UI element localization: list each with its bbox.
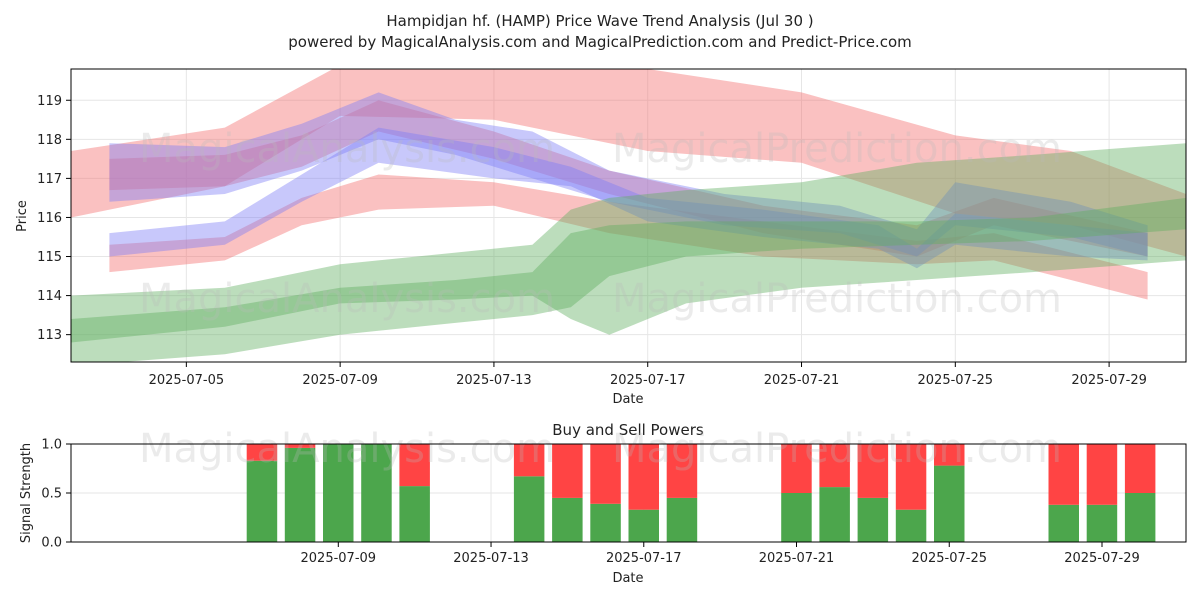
price-ytick-label: 119	[37, 94, 62, 109]
price-wave-bands	[71, 69, 1186, 362]
watermark-analysis-mid: MagicalAnalysis.com	[139, 276, 555, 322]
signal-xtick-label: 2025-07-21	[759, 551, 835, 566]
sell-bar	[1086, 444, 1118, 505]
sell-bar	[284, 444, 316, 448]
price-xtick-label: 2025-07-29	[1071, 373, 1147, 388]
sell-bar	[399, 444, 430, 487]
signal-xtick-label: 2025-07-29	[1064, 551, 1140, 566]
signal-xtick-label: 2025-07-09	[301, 551, 377, 566]
buy-bar	[590, 503, 621, 542]
price-x-axis-label: Date	[612, 392, 643, 407]
sell-bar	[857, 444, 889, 498]
buy-bar	[361, 444, 392, 542]
price-watermarks: MagicalAnalysis.com MagicalPrediction.co…	[139, 126, 1062, 322]
price-ytick-label: 118	[37, 133, 62, 148]
sell-bar	[590, 444, 621, 504]
signal-axis-ticks: 0.0 0.5 1.0 2025-07-09 2025-07-13 2025-07-17 2…	[41, 438, 1139, 567]
wave-band-red-wave-main	[71, 69, 1186, 257]
price-xtick-label: 2025-07-21	[764, 373, 840, 388]
wave-band-blue-wave-main	[109, 127, 1148, 269]
sell-bar	[513, 444, 545, 477]
price-ytick-label: 116	[37, 211, 62, 226]
signal-bars	[246, 444, 1156, 542]
buy-bar	[895, 509, 927, 542]
sell-bar	[246, 444, 278, 461]
price-ytick-label: 113	[37, 328, 62, 343]
sell-bar	[1124, 444, 1156, 493]
signal-xtick-label: 2025-07-17	[606, 551, 682, 566]
sell-bar	[895, 444, 927, 510]
buy-bar	[552, 497, 583, 542]
signal-xtick-label: 2025-07-25	[911, 551, 987, 566]
watermark-analysis-bottom: MagicalAnalysis.com	[139, 426, 555, 472]
buy-bar	[1124, 493, 1156, 542]
buy-bar	[399, 486, 430, 542]
signal-ytick-label: 1.0	[41, 438, 62, 453]
sell-bar	[1048, 444, 1079, 505]
sell-bar	[934, 444, 965, 466]
buy-bar	[628, 509, 659, 542]
watermark-prediction-mid: MagicalPrediction.com	[612, 276, 1062, 322]
price-xtick-label: 2025-07-17	[610, 373, 686, 388]
signal-chart-title: Buy and Sell Powers	[552, 421, 704, 439]
watermark-prediction-top: MagicalPrediction.com	[612, 126, 1062, 172]
buy-bar	[513, 476, 545, 542]
signal-xtick-label: 2025-07-13	[453, 551, 529, 566]
price-axis-ticks: 113 114 115 116 117 118 119 2025-07-05 2025-07-0…	[37, 94, 1147, 388]
buy-bar	[1086, 504, 1118, 542]
buy-bar	[857, 497, 889, 542]
chart-subtitle: powered by MagicalAnalysis.com and Magic…	[288, 33, 912, 51]
buy-bar	[666, 497, 698, 542]
buy-bar	[781, 493, 812, 542]
sell-bar	[781, 444, 812, 493]
wave-band-pink-wave	[109, 174, 1148, 300]
price-y-axis-label: Price	[15, 200, 30, 232]
buy-bar	[323, 444, 354, 542]
price-plot-frame	[70, 68, 1187, 363]
watermark-prediction-bottom: MagicalPrediction.com	[612, 426, 1062, 472]
price-xtick-label: 2025-07-05	[149, 373, 225, 388]
signal-y-axis-label: Signal Strength	[19, 443, 34, 543]
price-chart-panel: MagicalAnalysis.com MagicalPrediction.co…	[15, 68, 1187, 407]
signal-watermarks: MagicalAnalysis.com MagicalPrediction.co…	[139, 426, 1062, 472]
price-xtick-label: 2025-07-25	[918, 373, 994, 388]
price-xtick-label: 2025-07-09	[302, 373, 378, 388]
chart-title: Hampidjan hf. (HAMP) Price Wave Trend An…	[386, 12, 813, 30]
sell-bar	[819, 444, 850, 488]
watermark-analysis-top: MagicalAnalysis.com	[139, 126, 555, 172]
wave-band-green-wave-wide	[71, 143, 1186, 343]
signal-ytick-label: 0.5	[41, 487, 62, 502]
signal-x-axis-label: Date	[612, 571, 643, 586]
buy-bar	[934, 465, 965, 542]
signal-chart-panel: Buy and Sell Powers MagicalAnalysis.com …	[19, 421, 1187, 586]
price-xtick-label: 2025-07-13	[456, 373, 532, 388]
wave-band-blue-wave-upper	[109, 92, 1148, 257]
price-ytick-label: 114	[37, 289, 62, 304]
sell-bar	[628, 444, 659, 510]
buy-bar	[1048, 504, 1079, 542]
price-ytick-label: 115	[37, 250, 62, 265]
buy-bar	[246, 460, 278, 542]
signal-ytick-label: 0.0	[41, 536, 62, 551]
sell-bar	[666, 444, 698, 498]
sell-bar	[552, 444, 583, 498]
price-ytick-label: 117	[37, 172, 62, 187]
buy-bar	[284, 447, 316, 542]
buy-bar	[819, 487, 850, 542]
wave-band-green-wave-main	[71, 197, 1186, 362]
price-grid	[71, 69, 1186, 362]
wave-band-red-wave-inner	[109, 100, 1148, 257]
